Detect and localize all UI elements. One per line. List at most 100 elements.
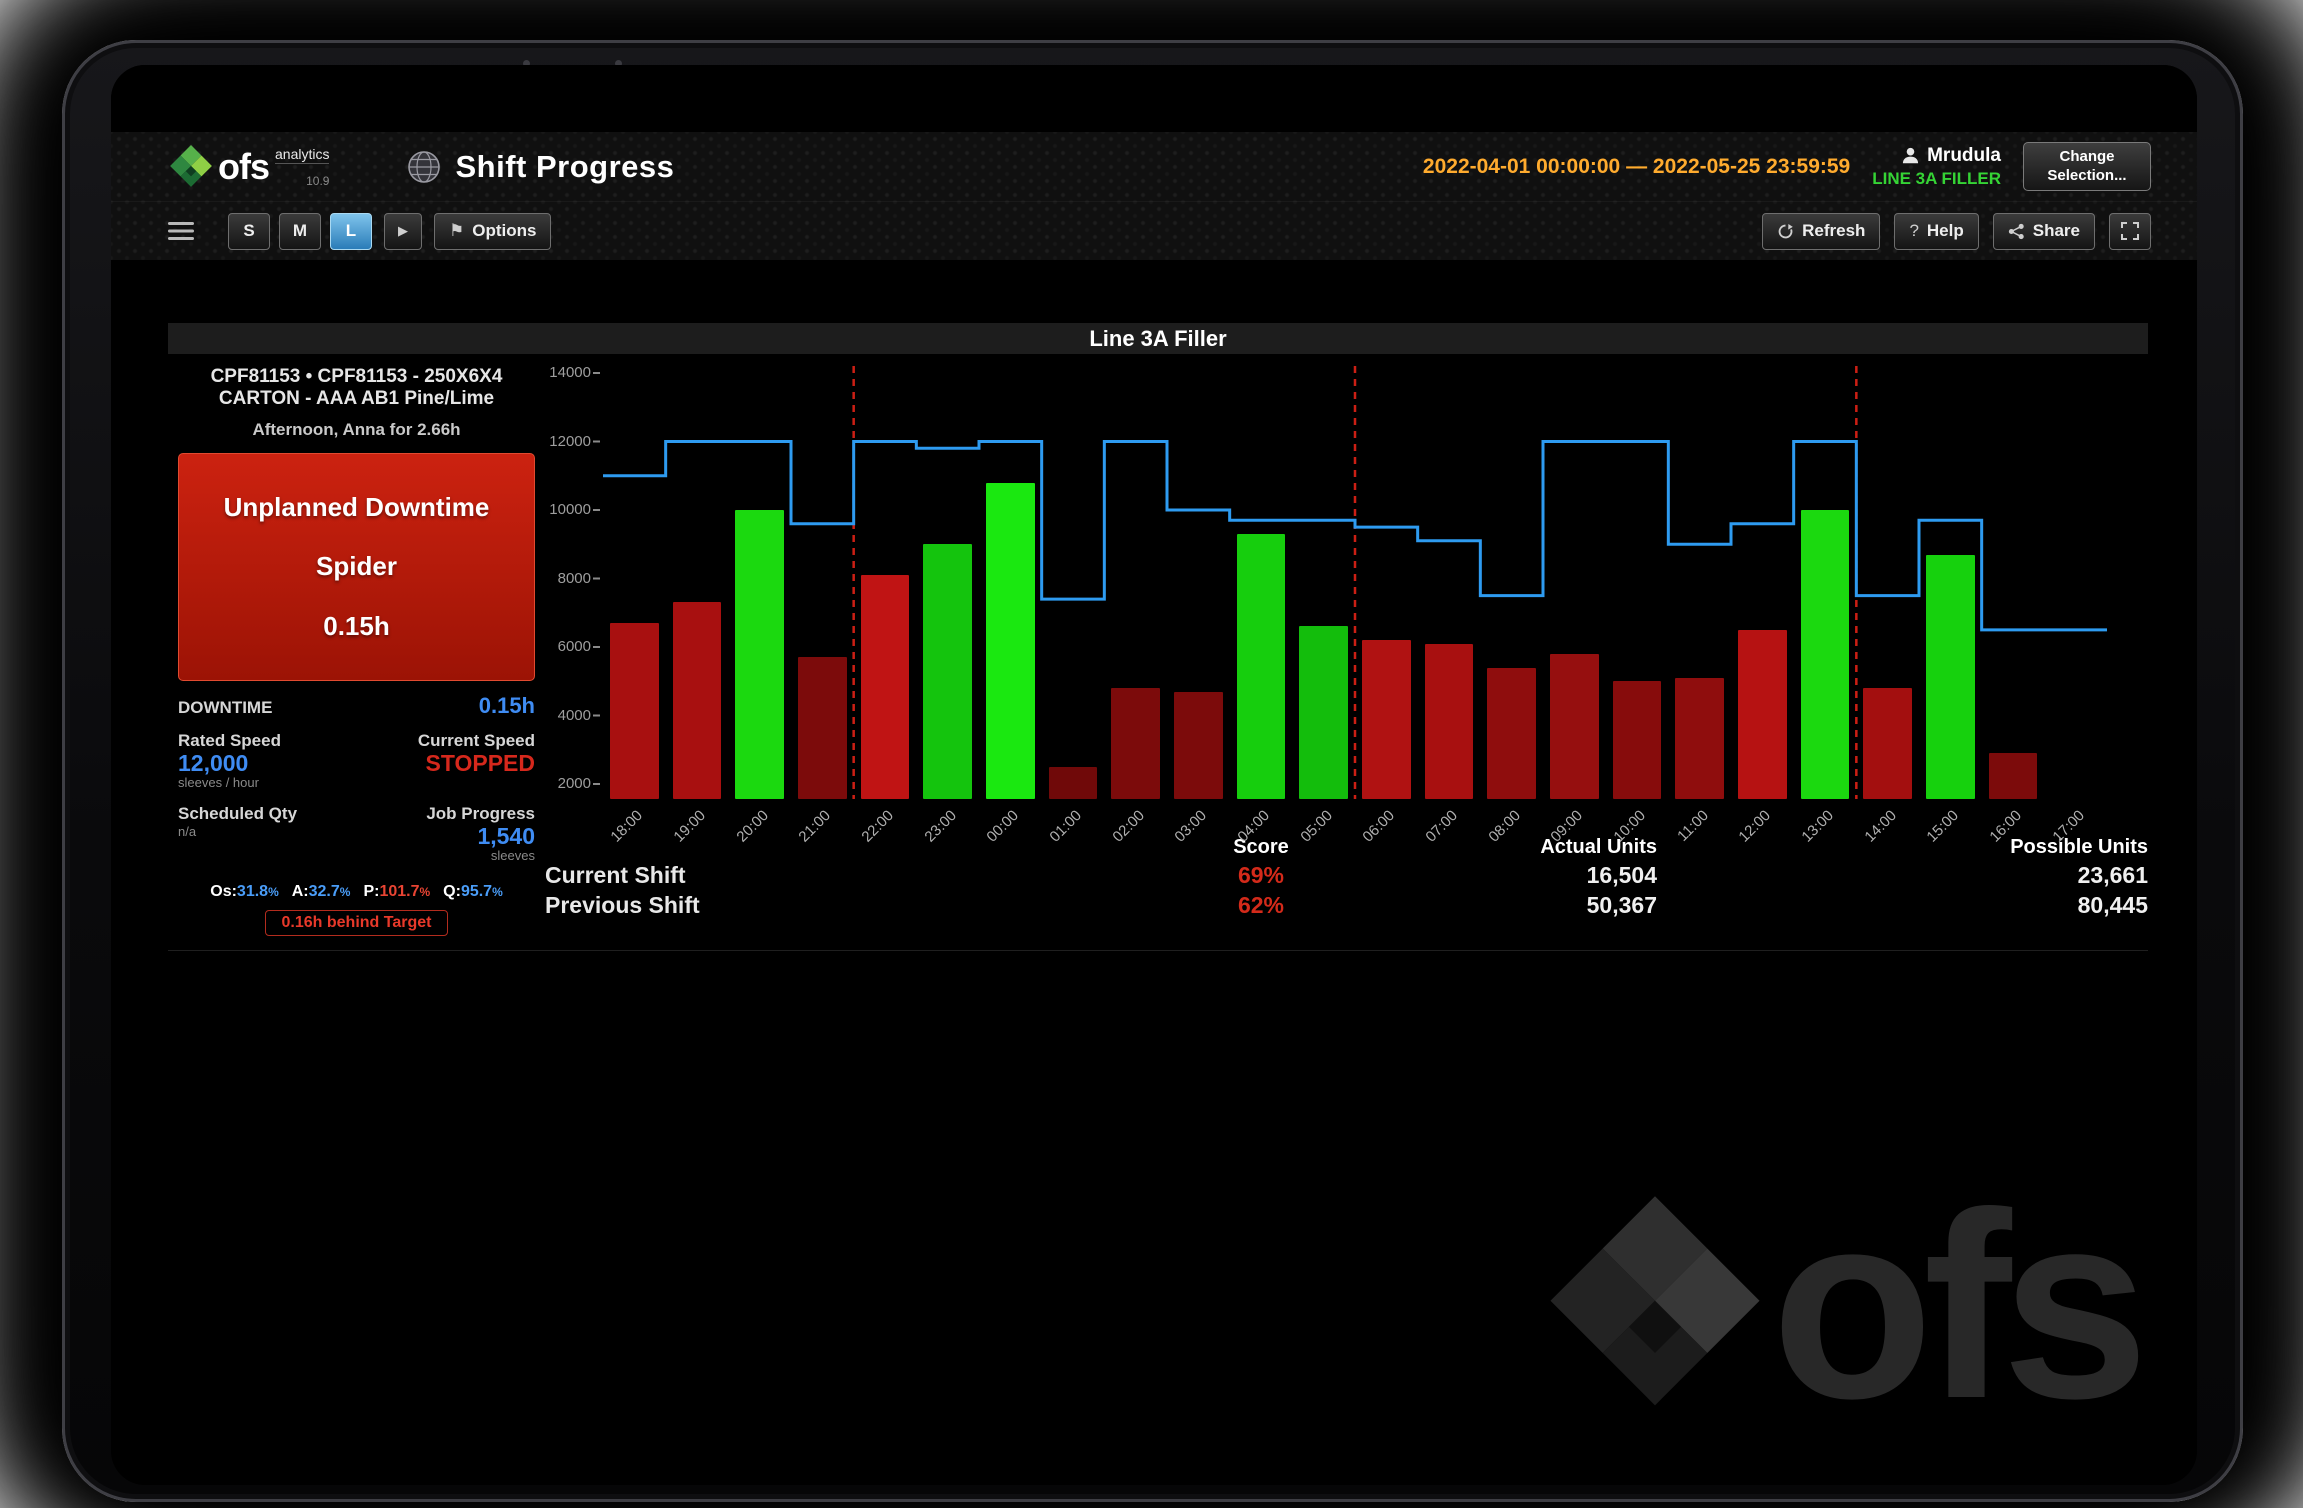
chart-bar-19:00[interactable] (672, 602, 722, 799)
help-button[interactable]: ? Help (1894, 212, 1979, 250)
page-title: Shift Progress (455, 148, 675, 184)
play-button[interactable]: ▶ (384, 212, 422, 250)
share-button[interactable]: Share (1992, 212, 2095, 250)
refresh-icon (1778, 223, 1793, 238)
rated-speed-label: Rated Speed (178, 730, 281, 750)
panel-title: Line 3A Filler (168, 323, 2148, 354)
chart-column: 14000 12000 10000 8000 6000 4000 2000 18:00 19:0… (545, 356, 2148, 936)
chart-bar-22:00[interactable] (860, 575, 910, 799)
chart-bar-02:00[interactable] (1111, 688, 1161, 799)
scheduled-qty-cell: Scheduled Qty n/a (178, 804, 357, 863)
chart-bar-00:00[interactable] (985, 482, 1035, 799)
chart-bar-23:00[interactable] (923, 544, 973, 799)
chart-bar-07:00[interactable] (1424, 643, 1474, 799)
downtime-duration: 0.15h (323, 610, 390, 641)
refresh-button[interactable]: Refresh (1762, 212, 1881, 250)
chart-bar-11:00[interactable] (1675, 677, 1725, 799)
dashboard-content: Line 3A Filler CPF81153 • CPF81153 - 250… (111, 261, 2197, 952)
chart-bar-08:00[interactable] (1487, 667, 1537, 799)
chart-bar-03:00[interactable] (1173, 691, 1223, 799)
job-description: CARTON - AAA AB1 Pine/Lime (218, 388, 495, 410)
scheduled-qty-value: n/a (178, 823, 197, 839)
change-selection-button[interactable]: Change Selection... (2023, 141, 2151, 192)
downtime-label: DOWNTIME (178, 697, 273, 717)
share-icon (2008, 223, 2024, 239)
ofs-logo: ofs analytics 10.9 (168, 144, 330, 190)
chart-bar-20:00[interactable] (735, 510, 785, 799)
chart-bar-18:00[interactable] (609, 623, 659, 799)
chart-bar-06:00[interactable] (1361, 640, 1411, 799)
size-button-s[interactable]: S (228, 212, 270, 250)
y-axis-label-4000: 4000 (557, 706, 591, 724)
metric-a: A:32.7% (291, 883, 351, 901)
downtime-tile[interactable]: Unplanned Downtime Spider 0.15h (178, 452, 535, 681)
summary-col-actual-units: Actual Units (1540, 836, 1657, 858)
job-code: CPF81153 • CPF81153 - 250X6X4 (210, 366, 503, 387)
current-speed-cell: Current Speed STOPPED (357, 730, 535, 790)
metric-os: Os:31.8% (210, 883, 279, 901)
rated-speed-value: 12,000 (178, 749, 249, 776)
tablet-frame: ofs analytics 10.9 (62, 40, 2243, 1502)
play-icon: ▶ (398, 223, 408, 238)
size-button-l[interactable]: L (330, 212, 372, 250)
help-label: Help (1926, 221, 1964, 240)
y-axis-label-14000: 14000 (549, 364, 591, 381)
share-label: Share (2032, 221, 2080, 240)
metric-q: Q:95.7% (443, 883, 503, 901)
info-panel: CPF81153 • CPF81153 - 250X6X4 CARTON - A… (168, 356, 545, 937)
ofs-watermark-mark (1549, 1196, 1760, 1406)
chart-bar-09:00[interactable] (1549, 653, 1599, 799)
fullscreen-button[interactable] (2109, 212, 2151, 250)
ofs-logo-mark (170, 144, 212, 187)
job-progress-cell: Job Progress 1,540 sleeves (357, 804, 535, 863)
menu-icon[interactable] (168, 221, 194, 241)
current-speed-label: Current Speed (417, 730, 535, 750)
camera-dot (523, 60, 530, 67)
summary-col-possible-units: Possible Units (2010, 836, 2148, 858)
chart-bar-12:00[interactable] (1737, 629, 1787, 799)
summary-score-previous: 62% (1237, 892, 1285, 918)
chart-bar-14:00[interactable] (1863, 688, 1913, 799)
y-axis-label-8000: 8000 (557, 569, 591, 587)
mic-dot (615, 60, 622, 67)
ofs-watermark-text: ofs (1771, 1157, 2149, 1454)
summary-label-previous: Previous Shift (545, 892, 700, 918)
chart-bar-21:00[interactable] (797, 657, 847, 799)
size-button-m[interactable]: M (279, 212, 321, 250)
summary-table: Score Actual Units Possible Units Current S… (545, 836, 2148, 919)
summary-col-score: Score (1233, 836, 1289, 858)
selected-line-label: LINE 3A FILLER (1872, 168, 2001, 188)
date-range[interactable]: 2022-04-01 00:00:00 — 2022-05-25 23:59:5… (1422, 154, 1851, 178)
downtime-total-value: 0.15h (478, 692, 535, 718)
user-icon (1903, 147, 1919, 164)
chart-bar-16:00[interactable] (1988, 753, 2038, 799)
brand-version: 10.9 (306, 173, 330, 188)
refresh-label: Refresh (1802, 221, 1866, 240)
chart-bar-15:00[interactable] (1925, 554, 1975, 799)
user-menu[interactable]: Mrudula LINE 3A FILLER (1872, 145, 2001, 189)
y-axis-label-6000: 6000 (557, 638, 591, 655)
chart-bar-05:00[interactable] (1299, 626, 1349, 799)
behind-target-badge: 0.16h behind Target (264, 910, 449, 937)
target-rate-line (603, 440, 2107, 632)
job-progress-value: 1,540 (477, 822, 535, 849)
chart-bar-04:00[interactable] (1236, 533, 1286, 799)
options-button[interactable]: ⚑ Options (434, 212, 552, 250)
scheduled-qty-label: Scheduled Qty (178, 803, 298, 823)
chart-bar-10:00[interactable] (1612, 681, 1662, 799)
status-bar (111, 65, 2197, 132)
behind-target-wrap: 0.16h behind Target (178, 910, 535, 937)
help-icon: ? (1909, 221, 1919, 240)
chart-bar-13:00[interactable] (1800, 510, 1850, 799)
tablet-screen: ofs analytics 10.9 (111, 65, 2197, 1485)
brand-sub: analytics (275, 145, 330, 164)
report-title-block: Shift Progress (407, 149, 674, 185)
globe-icon (408, 150, 441, 183)
shift-progress-chart: 14000 12000 10000 8000 6000 4000 2000 18:00 19:0… (545, 356, 2148, 846)
rated-speed-unit: sleeves / hour (178, 774, 259, 790)
options-label: Options (472, 221, 537, 240)
chart-bar-01:00[interactable] (1048, 766, 1098, 799)
